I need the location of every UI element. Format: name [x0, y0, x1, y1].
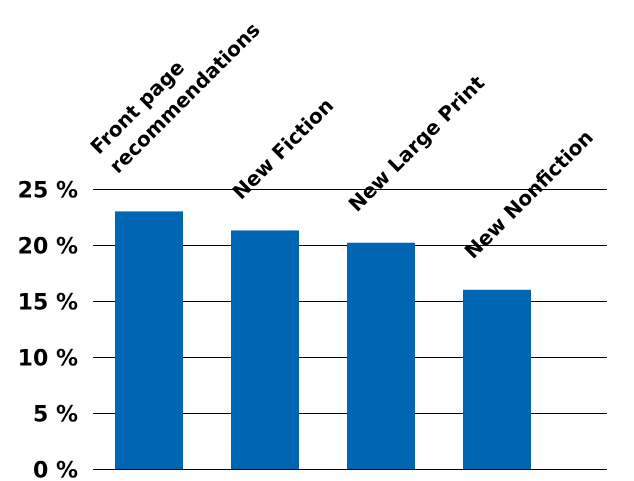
y-tick-label: 5 % [33, 403, 78, 428]
y-tick-label: 0 % [33, 459, 78, 481]
x-category-label-line: New Fiction [228, 93, 339, 204]
y-tick-label: 10 % [18, 347, 78, 372]
bar [463, 289, 531, 469]
bar-layer [115, 211, 531, 469]
x-category-label-line: New Large Print [344, 70, 490, 216]
bar [347, 242, 415, 469]
bar [115, 211, 183, 469]
x-category-label: New Large Print [344, 70, 490, 216]
x-category-label-line: New Nonfiction [460, 125, 598, 263]
x-category-label: New Fiction [228, 93, 339, 204]
x-category-label: New Nonfiction [460, 125, 598, 263]
x-category-label: Front pagerecommendations [85, 0, 264, 178]
y-tick-label: 20 % [18, 235, 78, 260]
y-tick-label: 15 % [18, 291, 78, 316]
y-axis-ticks: 0 % 5 % 10 % 15 % 20 % 25 % [18, 179, 78, 481]
y-tick-label: 25 % [18, 179, 78, 204]
bar [231, 230, 299, 469]
